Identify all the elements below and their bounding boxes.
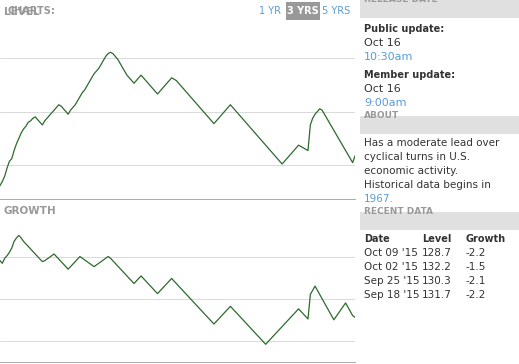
Text: Has a moderate lead over: Has a moderate lead over	[364, 138, 499, 148]
Text: 131.7: 131.7	[422, 290, 452, 300]
FancyBboxPatch shape	[360, 0, 519, 18]
Text: -2.1: -2.1	[466, 276, 486, 286]
Text: Oct 02 '15: Oct 02 '15	[364, 262, 418, 272]
Text: 5 YRS: 5 YRS	[322, 6, 350, 16]
Text: 128.7: 128.7	[422, 248, 452, 258]
Text: Public update:: Public update:	[364, 24, 444, 34]
Text: Sep 18 '15: Sep 18 '15	[364, 290, 419, 300]
Text: Oct 09 '15: Oct 09 '15	[364, 248, 418, 258]
Text: economic activity.: economic activity.	[364, 166, 458, 176]
Text: 3 YRS: 3 YRS	[287, 6, 319, 16]
Text: 1 YR: 1 YR	[259, 6, 281, 16]
Text: Sep 25 '15: Sep 25 '15	[364, 276, 419, 286]
Text: RECENT DATA: RECENT DATA	[364, 207, 433, 216]
FancyBboxPatch shape	[360, 116, 519, 134]
Text: 130.3: 130.3	[422, 276, 452, 286]
Text: Growth: Growth	[466, 234, 506, 244]
Text: RELEASE DATE: RELEASE DATE	[364, 0, 438, 4]
Text: ABOUT: ABOUT	[364, 111, 399, 120]
Text: 10:30am: 10:30am	[364, 52, 413, 62]
Text: 1967.: 1967.	[364, 194, 394, 204]
Text: -1.5: -1.5	[466, 262, 486, 272]
Text: LEVEL: LEVEL	[4, 7, 39, 17]
Text: Historical data begins in: Historical data begins in	[364, 180, 491, 190]
Text: CHARTS:: CHARTS:	[8, 6, 56, 16]
Text: 9:00am: 9:00am	[364, 98, 406, 108]
Text: GROWTH: GROWTH	[4, 206, 56, 216]
Text: Date: Date	[364, 234, 390, 244]
FancyBboxPatch shape	[286, 2, 320, 20]
FancyBboxPatch shape	[360, 212, 519, 230]
Text: Oct 16: Oct 16	[364, 84, 401, 94]
Text: -2.2: -2.2	[466, 290, 486, 300]
Text: Oct 16: Oct 16	[364, 38, 401, 48]
Text: Member update:: Member update:	[364, 70, 455, 80]
Text: cyclical turns in U.S.: cyclical turns in U.S.	[364, 152, 470, 162]
Text: 132.2: 132.2	[422, 262, 452, 272]
Text: -2.2: -2.2	[466, 248, 486, 258]
Text: Level: Level	[422, 234, 452, 244]
